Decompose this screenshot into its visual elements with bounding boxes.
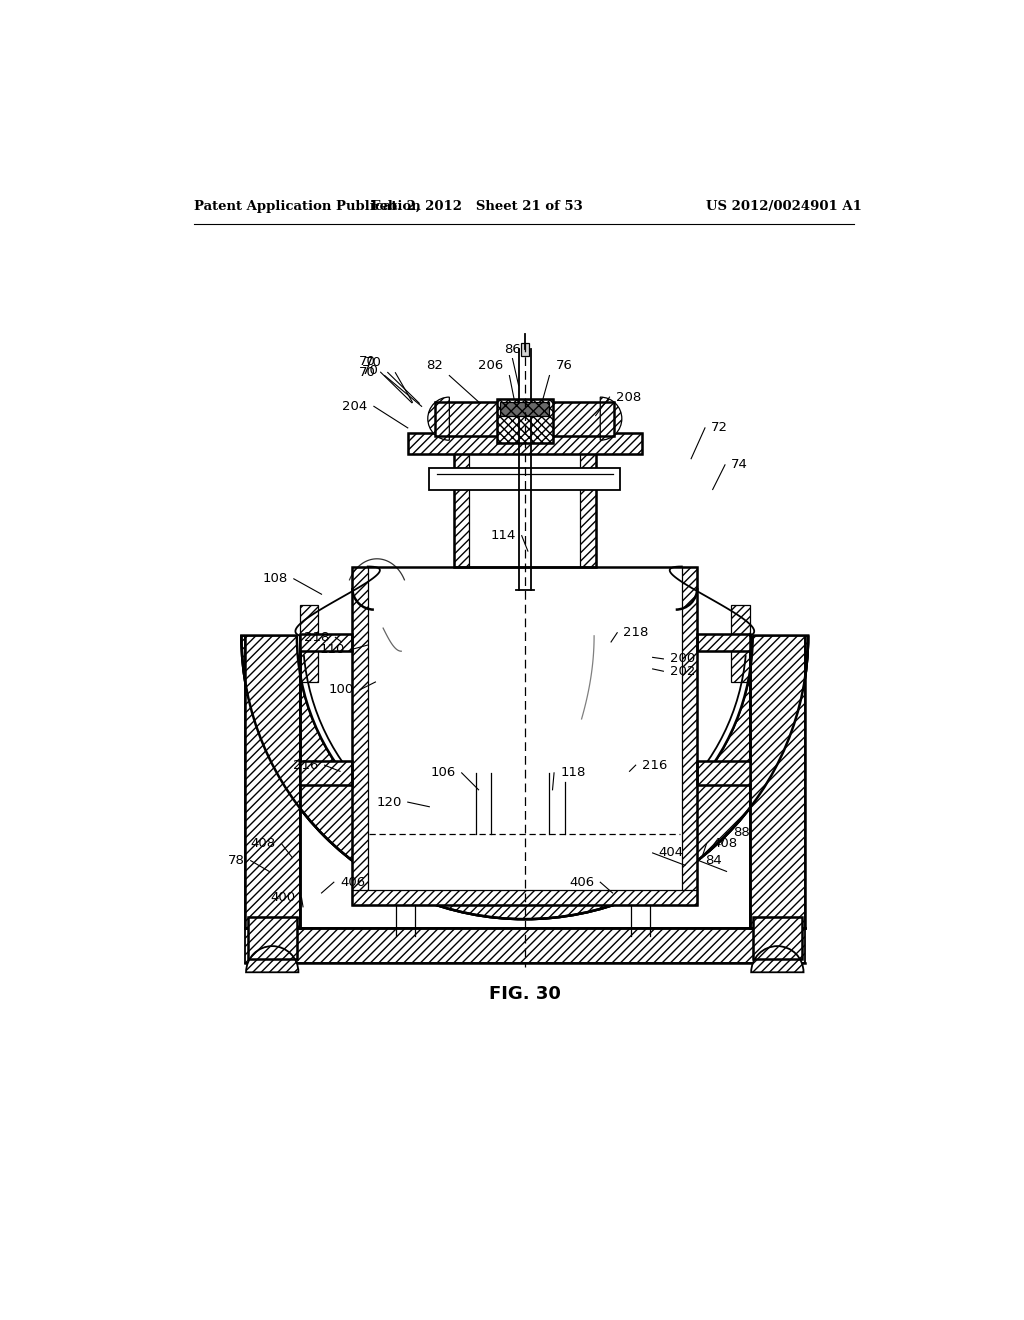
Text: 204: 204	[342, 400, 368, 413]
Text: 118: 118	[560, 767, 586, 779]
Text: 108: 108	[262, 573, 288, 585]
Bar	[300, 605, 318, 682]
Bar	[429, 469, 621, 490]
Text: 404: 404	[658, 846, 684, 859]
Text: 206: 206	[478, 359, 503, 372]
Bar	[408, 433, 642, 454]
Bar	[300, 760, 352, 785]
Text: 120: 120	[376, 796, 401, 809]
Wedge shape	[428, 397, 450, 441]
Bar	[731, 605, 750, 682]
Bar	[697, 635, 750, 651]
Text: 100: 100	[329, 684, 354, 696]
Bar	[697, 635, 750, 651]
Text: 106: 106	[430, 767, 456, 779]
Wedge shape	[242, 636, 808, 919]
Bar	[682, 566, 697, 906]
Bar	[300, 635, 352, 651]
Text: 70: 70	[361, 363, 379, 376]
Bar	[697, 760, 750, 785]
Bar	[750, 636, 805, 928]
Text: 218: 218	[624, 626, 649, 639]
Text: 406: 406	[569, 875, 594, 888]
Bar	[454, 444, 596, 566]
Bar	[352, 890, 697, 906]
Bar	[352, 566, 697, 906]
Text: 78: 78	[227, 854, 245, 867]
Bar	[521, 343, 528, 355]
Text: 72: 72	[711, 421, 728, 434]
Wedge shape	[297, 636, 753, 863]
Bar	[497, 399, 553, 444]
Text: 74: 74	[731, 458, 749, 471]
Text: 114: 114	[490, 529, 515, 543]
Text: 216: 216	[293, 759, 318, 772]
Text: 76: 76	[556, 359, 572, 372]
Text: US 2012/0024901 A1: US 2012/0024901 A1	[707, 199, 862, 213]
Bar	[248, 917, 297, 960]
Text: 82: 82	[426, 359, 443, 372]
Text: 208: 208	[615, 391, 641, 404]
Wedge shape	[600, 397, 622, 441]
Text: 406: 406	[340, 875, 366, 888]
Text: 200: 200	[670, 652, 695, 665]
Bar	[500, 401, 550, 416]
Text: 70: 70	[358, 366, 376, 379]
Bar	[368, 566, 682, 890]
Text: 110: 110	[319, 643, 345, 656]
Wedge shape	[246, 946, 298, 973]
Bar	[245, 636, 300, 928]
Bar	[245, 928, 805, 964]
Bar	[408, 433, 642, 454]
Text: 86: 86	[504, 342, 521, 355]
Bar	[435, 401, 614, 436]
Text: 202: 202	[670, 665, 695, 677]
Text: 400: 400	[270, 891, 295, 904]
Text: 408: 408	[250, 837, 275, 850]
Wedge shape	[242, 636, 808, 919]
Text: 84: 84	[705, 854, 722, 867]
Text: Feb. 2, 2012   Sheet 21 of 53: Feb. 2, 2012 Sheet 21 of 53	[371, 199, 583, 213]
Bar	[300, 635, 352, 651]
Bar	[352, 566, 368, 906]
Bar	[248, 917, 297, 960]
Text: 216: 216	[642, 759, 668, 772]
Bar	[497, 399, 553, 444]
Bar	[435, 401, 614, 436]
Bar	[753, 917, 802, 960]
Bar	[753, 917, 802, 960]
Text: Patent Application Publication: Patent Application Publication	[195, 199, 421, 213]
Wedge shape	[752, 946, 804, 973]
Bar	[581, 444, 596, 566]
Text: 70: 70	[358, 355, 376, 368]
Text: 70: 70	[365, 356, 382, 370]
Text: 218: 218	[304, 631, 330, 644]
Bar	[300, 760, 352, 785]
Text: FIG. 30: FIG. 30	[488, 985, 561, 1003]
Text: 408: 408	[713, 837, 738, 850]
Bar	[454, 444, 469, 566]
Bar	[697, 760, 750, 785]
Text: 88: 88	[733, 826, 750, 840]
